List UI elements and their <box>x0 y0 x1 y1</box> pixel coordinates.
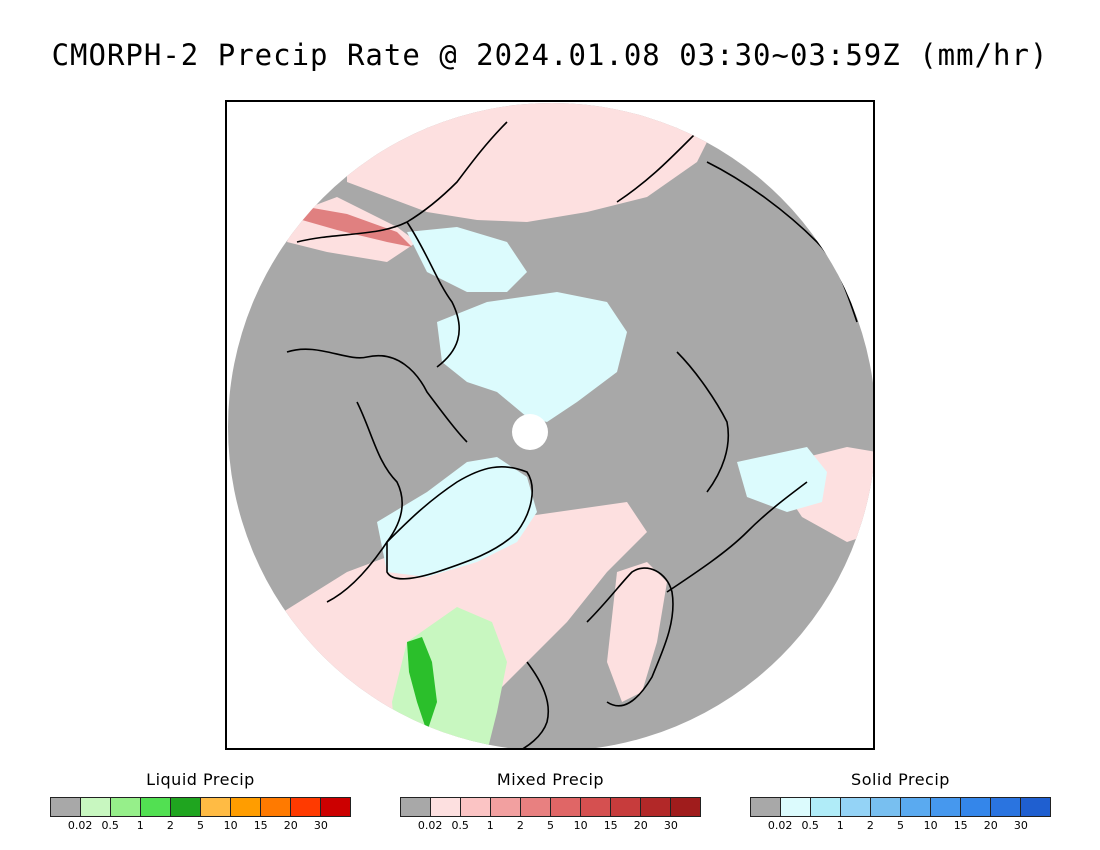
legend-tick-label: 2 <box>166 819 174 832</box>
mixed-precip-band-aleutian <box>302 207 412 247</box>
legend-tick-label: 15 <box>953 819 968 832</box>
legend-title-mixed: Mixed Precip <box>496 770 605 789</box>
legend-swatch <box>431 798 461 816</box>
legend-colorbar-mixed <box>400 797 701 817</box>
legend-tick-label: 2 <box>866 819 874 832</box>
legend-tick-label: 0.5 <box>101 819 119 832</box>
legend-swatch <box>171 798 201 816</box>
legend-tick-label: 10 <box>223 819 238 832</box>
legend-title-solid: Solid Precip <box>851 770 950 789</box>
legend-swatch <box>841 798 871 816</box>
legend-tick-label: 0.02 <box>67 819 93 832</box>
legend-swatch <box>461 798 491 816</box>
legend-tick-label: 20 <box>983 819 998 832</box>
legend-ticks-liquid: 0.02 0.5 1 2 5 10 15 20 30 <box>50 817 351 832</box>
legend-swatch <box>51 798 81 816</box>
legend-colorbar-liquid <box>50 797 351 817</box>
legend-tick-label: 0.02 <box>767 819 793 832</box>
legend-swatch <box>141 798 171 816</box>
legend-tick-label: 0.02 <box>417 819 443 832</box>
legend-tick-label: 20 <box>633 819 648 832</box>
legend-swatch <box>321 798 350 816</box>
legend-solid-precip: Solid Precip 0.02 0.5 1 2 5 10 15 20 30 <box>750 770 1051 832</box>
polar-precip-map <box>225 100 875 750</box>
legend-tick-label: 10 <box>573 819 588 832</box>
legend-tick-label: 0.5 <box>451 819 469 832</box>
legend-tick-label: 1 <box>836 819 844 832</box>
legend-swatch <box>811 798 841 816</box>
legend-swatch <box>671 798 700 816</box>
legend-swatch <box>291 798 321 816</box>
legend-swatch <box>201 798 231 816</box>
legend-swatch <box>961 798 991 816</box>
map-title: CMORPH-2 Precip Rate @ 2024.01.08 03:30~… <box>51 38 1049 72</box>
mixed-precip-scandinavia <box>607 562 667 702</box>
liquid-precip-heavy-cells <box>407 637 437 732</box>
legend-tick-label: 10 <box>923 819 938 832</box>
legend-swatch <box>81 798 111 816</box>
legend-tick-label: 5 <box>197 819 204 832</box>
legend-tick-label: 1 <box>136 819 144 832</box>
legend-swatch <box>581 798 611 816</box>
legend-swatch <box>641 798 671 816</box>
legend-tick-label: 1 <box>486 819 494 832</box>
legend-swatch <box>491 798 521 816</box>
legend-swatch <box>401 798 431 816</box>
legend-swatch <box>901 798 931 816</box>
legend-swatch <box>781 798 811 816</box>
legend-tick-label: 30 <box>313 819 328 832</box>
pole-no-data <box>512 414 548 450</box>
legend-tick-label: 30 <box>663 819 678 832</box>
legend-tick-label: 5 <box>547 819 554 832</box>
legend-swatch <box>261 798 291 816</box>
solid-precip-east-siberia <box>737 447 827 512</box>
legend-colorbar-solid <box>750 797 1051 817</box>
coastlines <box>286 111 858 748</box>
legend-swatch <box>111 798 141 816</box>
legend-swatch <box>521 798 551 816</box>
legend-swatch <box>751 798 781 816</box>
legend-tick-label: 5 <box>897 819 904 832</box>
legend-swatch <box>551 798 581 816</box>
legend-ticks-mixed: 0.02 0.5 1 2 5 10 15 20 30 <box>400 817 701 832</box>
legend-tick-label: 0.5 <box>801 819 819 832</box>
legend-swatch <box>871 798 901 816</box>
legend-tick-label: 15 <box>603 819 618 832</box>
legend-tick-label: 30 <box>1013 819 1028 832</box>
legend-tick-label: 15 <box>253 819 268 832</box>
legend-ticks-solid: 0.02 0.5 1 2 5 10 15 20 30 <box>750 817 1051 832</box>
solid-precip-arctic-ocean <box>437 292 627 422</box>
legend-mixed-precip: Mixed Precip 0.02 0.5 1 2 5 10 15 20 30 <box>400 770 701 832</box>
legend-swatch <box>611 798 641 816</box>
legend-liquid-precip: Liquid Precip 0.02 0.5 1 2 5 10 15 20 30 <box>50 770 351 832</box>
legend-swatch <box>231 798 261 816</box>
legend-tick-label: 2 <box>516 819 524 832</box>
legend-title-liquid: Liquid Precip <box>146 770 255 789</box>
precip-map-canvas <box>228 103 873 748</box>
legend-swatch <box>1021 798 1050 816</box>
legend-tick-label: 20 <box>283 819 298 832</box>
legend-swatch <box>931 798 961 816</box>
legend-swatch <box>991 798 1021 816</box>
